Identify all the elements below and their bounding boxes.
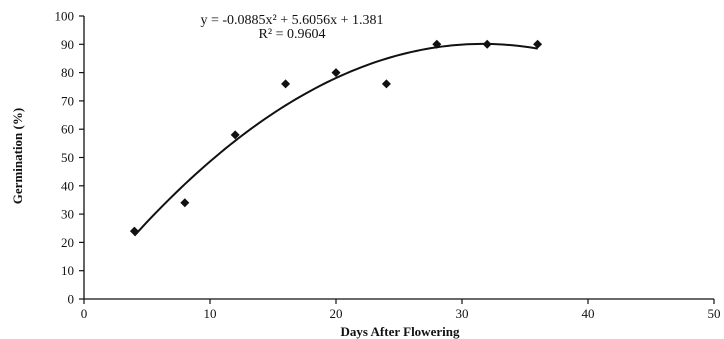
x-axis-title: Days After Flowering	[341, 324, 460, 339]
y-axis-title: Germination (%)	[10, 108, 25, 204]
data-point-marker	[432, 39, 442, 49]
x-tick-label: 0	[81, 306, 88, 321]
y-tick-label: 0	[68, 292, 75, 307]
data-point-marker	[180, 198, 190, 208]
data-points	[129, 39, 543, 236]
axes	[83, 16, 714, 300]
data-point-marker	[129, 226, 139, 236]
y-tick-label: 30	[61, 207, 74, 222]
data-point-marker	[331, 68, 341, 78]
y-axis-ticks: 0 10 20 30 40 50 60 70 80 90 100	[55, 9, 84, 307]
x-axis-ticks: 0 10 20 30 40 50	[81, 299, 721, 321]
y-tick-label: 100	[55, 9, 75, 24]
y-tick-label: 20	[61, 235, 74, 250]
data-point-marker	[230, 130, 240, 140]
y-tick-label: 10	[61, 263, 74, 278]
equation-text: y = -0.0885x² + 5.6056x + 1.381	[200, 13, 383, 28]
x-tick-label: 20	[330, 306, 343, 321]
y-tick-label: 90	[61, 37, 74, 52]
r-squared-text: R² = 0.9604	[259, 27, 326, 42]
x-tick-label: 10	[204, 306, 217, 321]
data-point-marker	[482, 39, 492, 49]
y-tick-label: 50	[61, 150, 74, 165]
y-tick-label: 80	[61, 65, 74, 80]
x-tick-label: 30	[456, 306, 469, 321]
x-tick-label: 50	[708, 306, 721, 321]
data-point-marker	[281, 79, 291, 89]
x-tick-label: 40	[582, 306, 595, 321]
y-tick-label: 60	[61, 122, 74, 137]
data-point-marker	[381, 79, 391, 89]
trendline	[133, 42, 538, 237]
data-point-marker	[533, 39, 543, 49]
y-tick-label: 40	[61, 178, 74, 193]
y-tick-label: 70	[61, 93, 74, 108]
